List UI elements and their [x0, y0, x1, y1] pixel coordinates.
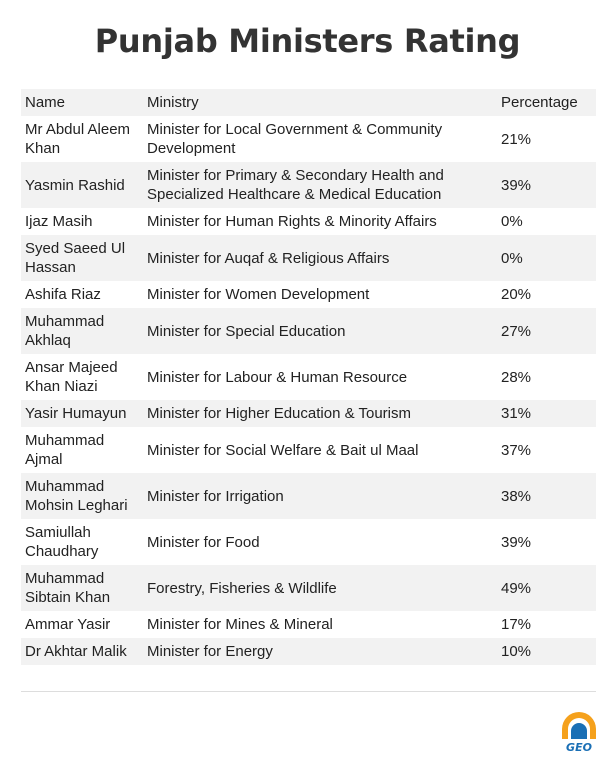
cell-name: Yasmin Rashid	[25, 176, 125, 194]
cell-percentage: 28%	[501, 368, 532, 386]
table-row: Mr Abdul Aleem Khan Minister for Local Go…	[21, 116, 596, 162]
cell-percentage: 20%	[501, 286, 532, 303]
cell-percentage: 39%	[501, 176, 532, 194]
cell-percentage: 0%	[501, 249, 523, 267]
logo-blue-arc	[571, 723, 587, 739]
table-row: Ammar Yasir Minister for Mines & Mineral 1…	[21, 611, 596, 638]
cell-ministry: Minister for Primary & Secondary Health …	[147, 167, 444, 203]
header-name: Name	[25, 94, 66, 111]
cell-percentage: 49%	[501, 579, 532, 597]
table-row: Ijaz Masih Minister for Human Rights & Mi…	[21, 208, 596, 235]
cell-name: Muhammad Mohsin Leghari	[25, 478, 128, 514]
divider	[21, 691, 596, 692]
cell-percentage: 38%	[501, 487, 532, 505]
cell-name: Ammar Yasir	[25, 616, 111, 633]
cell-percentage: 10%	[501, 643, 532, 660]
header-percentage: Percentage	[501, 94, 578, 111]
ratings-table: Name Ministry Percentage Mr Abdul Aleem …	[21, 89, 596, 665]
cell-name: Muhammad Sibtain Khan	[25, 570, 111, 606]
cell-percentage: 27%	[501, 322, 532, 340]
table-row: Yasir Humayun Minister for Higher Educati…	[21, 400, 596, 427]
page-title: Punjab Ministers Rating	[94, 22, 521, 60]
cell-name: Dr Akhtar Malik	[25, 643, 127, 660]
cell-ministry: Minister for Labour & Human Resource	[147, 368, 408, 386]
cell-percentage: 39%	[501, 533, 532, 551]
cell-percentage: 0%	[501, 213, 523, 230]
table-row: Muhammad Mohsin Leghari Minister for Irri…	[21, 473, 596, 519]
cell-name: Muhammad Akhlaq	[25, 313, 105, 349]
table-row: Muhammad Akhlaq Minister for Special Educ…	[21, 308, 596, 354]
table-row: Samiullah Chaudhary Minister for Food 39%	[21, 519, 596, 565]
cell-percentage: 17%	[501, 616, 532, 633]
cell-ministry: Minister for Food	[147, 533, 260, 551]
cell-name: Syed Saeed Ul Hassan	[25, 240, 126, 276]
cell-ministry: Minister for Local Government & Communit…	[147, 121, 443, 157]
table-header-row: Name Ministry Percentage	[21, 89, 596, 116]
cell-name: Mr Abdul Aleem Khan	[25, 121, 131, 157]
table-row: Ansar Majeed Khan Niazi Minister for Labo…	[21, 354, 596, 400]
cell-ministry: Minister for Higher Education & Tourism	[147, 405, 411, 422]
logo-orange-arc	[562, 712, 596, 739]
cell-ministry: Minister for Energy	[147, 643, 273, 660]
table-row: Syed Saeed Ul Hassan Minister for Auqaf &…	[21, 235, 596, 281]
table-row: Muhammad Ajmal Minister for Social Welfar…	[21, 427, 596, 473]
cell-name: Ijaz Masih	[25, 213, 93, 230]
table-body: Mr Abdul Aleem Khan Minister for Local Go…	[21, 116, 596, 665]
cell-percentage: 31%	[501, 405, 532, 422]
cell-ministry: Forestry, Fisheries & Wildlife	[147, 579, 337, 597]
table-row: Dr Akhtar Malik Minister for Energy 10%	[21, 638, 596, 665]
cell-ministry: Minister for Auqaf & Religious Affairs	[147, 249, 390, 267]
cell-percentage: 37%	[501, 441, 532, 459]
geo-logo-icon: GEO	[562, 712, 596, 753]
cell-name: Ashifa Riaz	[25, 286, 101, 303]
cell-ministry: Minister for Women Development	[147, 286, 370, 303]
cell-name: Yasir Humayun	[25, 405, 127, 422]
header-ministry: Ministry	[147, 94, 199, 111]
logo-text: GEO	[566, 741, 592, 753]
cell-ministry: Minister for Social Welfare & Bait ul Ma…	[147, 441, 419, 459]
cell-name: Muhammad Ajmal	[25, 432, 105, 468]
table-row: Yasmin Rashid Minister for Primary & Seco…	[21, 162, 596, 208]
cell-ministry: Minister for Special Education	[147, 322, 346, 340]
cell-name: Samiullah Chaudhary	[25, 524, 99, 560]
cell-ministry: Minister for Irrigation	[147, 487, 284, 505]
cell-percentage: 21%	[501, 130, 532, 148]
table-row: Ashifa Riaz Minister for Women Developmen…	[21, 281, 596, 308]
cell-ministry: Minister for Human Rights & Minority Aff…	[147, 213, 437, 230]
cell-ministry: Minister for Mines & Mineral	[147, 616, 333, 633]
cell-name: Ansar Majeed Khan Niazi	[25, 359, 118, 395]
table-row: Muhammad Sibtain Khan Forestry, Fisheries…	[21, 565, 596, 611]
